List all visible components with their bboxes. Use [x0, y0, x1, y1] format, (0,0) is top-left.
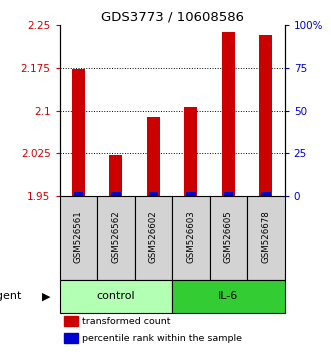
FancyBboxPatch shape	[247, 196, 285, 280]
Bar	[64, 333, 77, 343]
Text: agent: agent	[0, 291, 21, 301]
Text: percentile rank within the sample: percentile rank within the sample	[82, 334, 242, 343]
Bar	[222, 32, 235, 196]
Bar	[186, 192, 196, 196]
Bar	[109, 155, 122, 196]
Bar	[111, 192, 120, 196]
Text: GSM526561: GSM526561	[74, 210, 83, 263]
FancyBboxPatch shape	[97, 196, 135, 280]
Text: IL-6: IL-6	[218, 291, 239, 301]
Bar	[184, 107, 197, 196]
Text: GSM526605: GSM526605	[224, 210, 233, 263]
Title: GDS3773 / 10608586: GDS3773 / 10608586	[101, 11, 244, 24]
Text: transformed count: transformed count	[82, 317, 170, 326]
Bar	[72, 69, 85, 196]
Bar	[261, 192, 270, 196]
Bar	[64, 316, 77, 326]
Bar	[224, 192, 233, 196]
FancyBboxPatch shape	[135, 196, 172, 280]
FancyBboxPatch shape	[60, 196, 97, 280]
FancyBboxPatch shape	[172, 280, 285, 313]
Text: GSM526562: GSM526562	[111, 210, 120, 263]
Text: control: control	[97, 291, 135, 301]
Text: GSM526603: GSM526603	[186, 210, 195, 263]
Text: GSM526602: GSM526602	[149, 210, 158, 263]
Text: GSM526678: GSM526678	[261, 210, 270, 263]
Bar	[149, 192, 158, 196]
Text: ▶: ▶	[42, 291, 51, 301]
Bar	[147, 118, 160, 196]
Bar	[259, 34, 272, 196]
FancyBboxPatch shape	[210, 196, 247, 280]
FancyBboxPatch shape	[172, 196, 210, 280]
FancyBboxPatch shape	[60, 280, 172, 313]
Bar	[73, 192, 83, 196]
